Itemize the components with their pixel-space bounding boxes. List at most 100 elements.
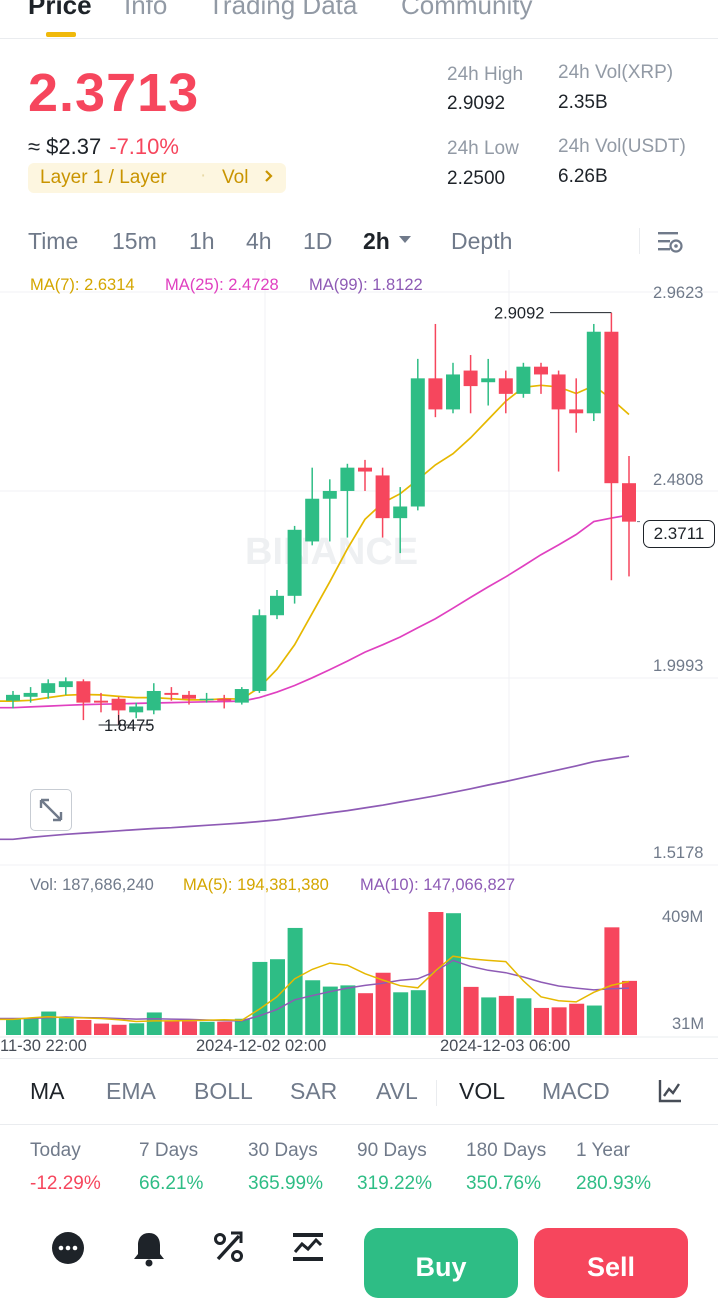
tf-1d[interactable]: 1D [303,228,333,254]
volume-bar [569,1003,585,1035]
candle-body [252,615,267,691]
perf-value: 350.76% [466,1173,542,1194]
candle-body [393,506,408,519]
candle-body [6,694,20,701]
stat-vol-quote-label: 24h Vol(USDT) [558,136,686,157]
tf-15m[interactable]: 15m [112,228,157,254]
vol-ma10-legend: MA(10): 147,066,827 [360,876,516,894]
candle-body [428,378,443,410]
candle-body [322,490,337,499]
volume-bar [111,1024,127,1035]
price-markers: 2.9092 1.8475 [98,305,640,735]
price-axis-label: 2.4808 [653,471,704,489]
tab-info[interactable]: Info [124,0,168,20]
ind-vol[interactable]: VOL [459,1078,506,1104]
vol-axis-label: 409M [662,908,704,926]
candle-body [199,698,214,701]
buy-button[interactable]: Buy [364,1228,518,1298]
candle-body [111,698,126,711]
ma99-polyline [0,755,630,841]
candle-body [76,681,91,703]
price-chart[interactable]: BINANCE 2.9092 1.8475 [0,262,718,1062]
volume-bar [199,1021,215,1035]
fullscreen-button[interactable] [30,789,72,831]
percent-icon[interactable] [211,1230,251,1270]
vol-legend: Vol: 187,686,240 [30,876,154,894]
more-icon[interactable] [50,1230,90,1270]
price-axis-label: 1.9993 [653,657,704,675]
vol-axis-label: 31M [672,1015,705,1033]
perf-label: 7 Days [139,1140,199,1161]
bell-icon[interactable] [131,1230,171,1270]
perf-value: 66.21% [139,1173,204,1194]
caret-down-icon[interactable] [397,233,413,251]
tab-community[interactable]: Community [401,0,533,20]
volume-bar [375,972,391,1035]
volume-bar [287,927,303,1035]
stat-low-value: 2.2500 [447,168,506,189]
volume-bar [446,913,461,1035]
tag-divider: · [200,165,207,186]
tf-depth[interactable]: Depth [451,228,513,254]
candle-body [516,366,531,394]
tab-price[interactable]: Price [28,0,92,20]
ind-sar[interactable]: SAR [290,1078,338,1104]
ind-ma[interactable]: MA [30,1078,65,1104]
candle-body [287,529,302,596]
volume-bar [94,1023,109,1035]
stat-vol-base-value: 2.35B [558,92,608,113]
indicator-settings-icon[interactable] [657,1078,683,1109]
time-axis-label: 11-30 22:00 [0,1037,87,1055]
volume-bar [534,1007,549,1035]
candle-body [234,689,249,703]
watermark: BINANCE [245,531,418,573]
tab-trading-data[interactable]: Trading Data [208,0,358,20]
stat-vol-base-label: 24h Vol(XRP) [558,62,674,83]
high-marker-label: 2.9092 [494,305,544,323]
price-axis-label: 1.5178 [653,844,704,862]
ind-ema[interactable]: EMA [106,1078,156,1104]
tf-4h[interactable]: 4h [246,228,272,254]
volume-bar [498,995,514,1035]
candle-body [569,409,584,414]
perf-value: 280.93% [576,1173,652,1194]
perf-label: 180 Days [466,1140,547,1161]
ind-boll[interactable]: BOLL [194,1078,253,1104]
chart-settings-icon[interactable] [656,229,684,260]
category-tag[interactable]: Layer 1 / Layer · Vol [28,163,286,193]
price-change-pct: -7.10% [109,134,179,159]
candle-body [58,681,73,688]
grid-bot-icon[interactable] [290,1230,330,1270]
ind-macd[interactable]: MACD [542,1078,610,1104]
candle-body [182,694,196,699]
candles-layer [6,312,636,725]
candle-body [410,378,425,507]
volume-bar [23,1018,39,1035]
candle-body [375,475,390,519]
time-axis-label: 2024-12-02 02:00 [196,1037,327,1055]
volume-bar [217,1021,233,1035]
stat-high-value: 2.9092 [447,93,506,114]
candle-body [586,331,601,414]
perf-label: Today [30,1140,81,1161]
volume-bar [252,961,268,1035]
volume-bar [551,1007,567,1035]
perf-value: 319.22% [357,1173,433,1194]
volume-bar [129,1023,145,1035]
tf-time[interactable]: Time [28,228,79,254]
ma99-line [0,755,630,841]
volume-bar [604,927,620,1035]
volume-bar [463,986,479,1035]
volume-bar [516,998,532,1035]
vol-ma5-polyline [0,955,630,1023]
ind-avl[interactable]: AVL [376,1078,418,1104]
sell-button[interactable]: Sell [534,1228,688,1298]
last-price: 2.3713 [28,63,200,123]
volume-bar [622,980,637,1035]
tf-1h[interactable]: 1h [189,228,215,254]
divider [0,1058,718,1059]
candle-body [41,683,56,693]
tf-2h[interactable]: 2h [363,228,390,254]
perf-label: 90 Days [357,1140,427,1161]
volume-layer [6,912,637,1035]
